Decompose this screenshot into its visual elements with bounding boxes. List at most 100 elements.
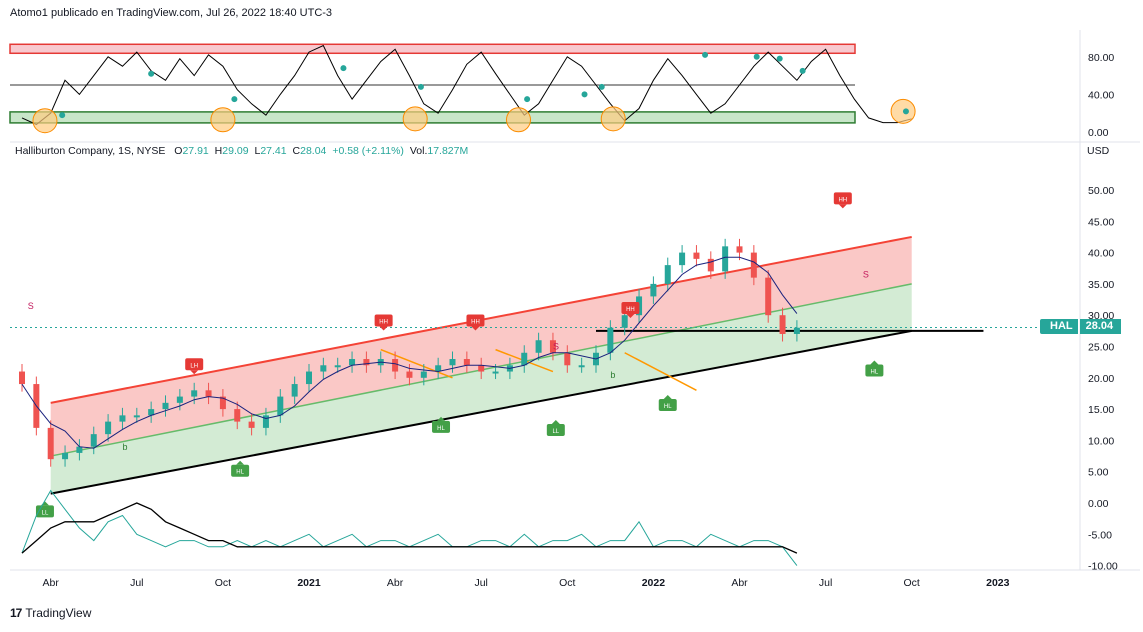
candle-body — [679, 252, 686, 266]
pivot-marker: HH — [833, 192, 852, 209]
pivot-marker-pointer — [663, 394, 672, 399]
candle-body — [607, 327, 614, 353]
pivot-marker-box — [231, 464, 250, 477]
time-x-tick: 2021 — [297, 577, 321, 589]
pivot-marker-label: HL — [236, 470, 244, 476]
pivot-marker-label: LL — [42, 510, 49, 516]
price-y-tick: 25.00 — [1088, 342, 1114, 354]
oscillator-pane[interactable] — [9, 43, 916, 134]
legend-high: 29.09 — [222, 145, 249, 157]
candle-body — [219, 396, 226, 410]
candle-body — [47, 427, 54, 460]
price-y-tick: 50.00 — [1088, 185, 1114, 197]
candle-body — [521, 352, 528, 366]
signal-dot — [524, 96, 531, 103]
candle-body — [148, 409, 155, 416]
bottom-fast-line — [21, 489, 798, 566]
pivot-marker-box — [185, 358, 204, 371]
candle-body — [449, 359, 456, 366]
pivot-marker-box — [432, 420, 451, 433]
price-y-tick: -5.00 — [1088, 529, 1112, 541]
candle-body — [420, 371, 427, 378]
candle-body — [19, 371, 25, 385]
candle-body — [90, 434, 97, 447]
legend-volume: 17.827M — [427, 145, 469, 157]
legend-open: 27.91 — [182, 145, 209, 157]
signal-letter: S — [553, 342, 559, 352]
price-y-tick: -10.00 — [1088, 561, 1118, 573]
oversold-circle — [506, 107, 532, 133]
tradingview-mark-icon: 17 — [10, 606, 22, 620]
legend-high-label: H — [214, 145, 223, 157]
candle-body — [478, 365, 485, 372]
legend-low-label: L — [254, 145, 261, 157]
signal-dot — [776, 55, 783, 62]
candle-body — [707, 258, 714, 272]
candle-body — [291, 384, 298, 397]
price-y-tick: 45.00 — [1088, 216, 1114, 228]
signal-dot — [148, 70, 155, 77]
candle-body — [535, 340, 542, 353]
osc-y-tick: 0.00 — [1088, 127, 1109, 139]
price-y-tick: 15.00 — [1088, 404, 1114, 416]
price-legend: Halliburton Company, 1S, NYSE O27.91 H29… — [15, 145, 468, 157]
time-x-tick: 2023 — [986, 577, 1010, 589]
pivot-marker-label: LH — [190, 363, 198, 369]
pivot-marker: LH — [185, 358, 204, 375]
price-y-tick: 5.00 — [1088, 467, 1109, 479]
candle-body — [793, 327, 800, 334]
candle-body — [765, 277, 772, 316]
price-tag-value: 28.04 — [1079, 319, 1122, 334]
pivot-marker: HH — [466, 314, 485, 331]
pivot-marker-label: HL — [871, 370, 879, 376]
currency-label: USD — [1087, 145, 1110, 157]
chart-header: Atomo1 publicado en TradingView.com, Jul… — [10, 7, 333, 19]
pivot-marker-label: HH — [626, 307, 635, 313]
time-x-tick: Oct — [215, 577, 231, 589]
candle-body — [105, 421, 112, 435]
signal-dot — [799, 67, 806, 74]
candle-body — [435, 365, 442, 372]
price-tag[interactable]: HAL 28.04 — [1040, 319, 1122, 334]
price-tag-ticker: HAL — [1040, 319, 1078, 334]
candle-body — [693, 252, 700, 259]
pivot-marker: HH — [374, 314, 393, 331]
candle-body — [564, 352, 571, 366]
price-y-tick: 0.00 — [1088, 498, 1109, 510]
time-x-tick: Jul — [130, 577, 143, 589]
signal-dot — [581, 91, 588, 98]
candle-body — [664, 265, 671, 284]
candle-body — [406, 371, 413, 378]
pivot-marker: HH — [621, 301, 640, 318]
signal-dot — [902, 108, 909, 115]
signal-dot — [598, 83, 605, 90]
signal-dot — [231, 96, 238, 103]
tradingview-logo[interactable]: 17 TradingView — [10, 606, 91, 620]
pivot-marker-pointer — [471, 326, 480, 331]
pivot-marker-pointer — [379, 326, 388, 331]
time-x-tick: Oct — [904, 577, 920, 589]
candle-body — [349, 359, 356, 366]
pivot-marker-box — [621, 301, 640, 314]
pivot-marker-label: HL — [664, 404, 672, 410]
signal-dot — [340, 65, 347, 72]
legend-open-label: O — [174, 145, 183, 157]
price-pane[interactable]: LL LH HL HH HL HH LL HH HL HH HL Sb Sb S — [10, 192, 1080, 566]
signal-dot — [59, 112, 66, 119]
candle-body — [334, 365, 341, 368]
channel-bottom-line — [50, 329, 912, 495]
candle-body — [176, 396, 183, 403]
tradingview-brand: TradingView — [25, 606, 92, 620]
pivot-marker-box — [546, 424, 565, 437]
candle-body — [191, 390, 198, 397]
candle-body — [650, 283, 657, 297]
pivot-marker: LL — [35, 501, 54, 518]
candle-body — [363, 359, 370, 366]
candle-body — [736, 246, 743, 253]
candle-body — [262, 415, 269, 428]
moving-average-line — [21, 256, 798, 449]
pivot-marker-pointer — [437, 416, 446, 421]
oscillator-line — [21, 44, 912, 126]
oversold-circle — [402, 106, 428, 132]
